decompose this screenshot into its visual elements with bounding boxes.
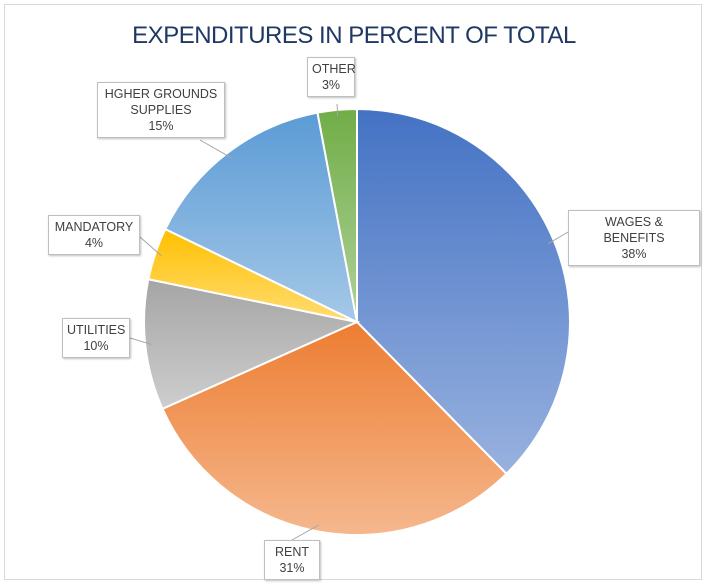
data-label: HGHER GROUNDS SUPPLIES 15% — [97, 82, 225, 138]
label-category: UTILITIES — [67, 323, 126, 337]
label-value: 15% — [148, 119, 174, 133]
label-category: OTHER — [312, 62, 356, 76]
leader-line — [547, 231, 569, 245]
data-label: UTILITIES 10% — [62, 318, 130, 358]
data-label: RENT 31% — [264, 540, 320, 580]
pie-slice — [356, 107, 571, 476]
chart-frame — [4, 4, 702, 580]
leader-line — [336, 103, 339, 117]
leader-line — [291, 524, 319, 541]
pie-slice — [161, 320, 508, 536]
chart-title: EXPENDITURES IN PERCENT OF TOTAL — [132, 22, 576, 49]
leader-line — [139, 236, 162, 257]
data-label: WAGES & BENEFITS 38% — [568, 210, 700, 266]
leader-line — [199, 139, 232, 159]
label-category: WAGES & BENEFITS — [603, 215, 665, 245]
label-value: 3% — [321, 78, 341, 92]
label-value: 38% — [621, 247, 647, 261]
label-category: HGHER GROUNDS SUPPLIES — [104, 87, 218, 117]
pie-slice — [163, 111, 359, 324]
label-value: 4% — [84, 236, 104, 250]
label-category: RENT — [274, 545, 310, 559]
data-label: MANDATORY 4% — [48, 215, 140, 255]
label-value: 10% — [83, 339, 109, 353]
label-value: 31% — [279, 561, 305, 575]
leader-line — [129, 337, 152, 345]
data-label: OTHER 3% — [307, 57, 356, 97]
label-category: MANDATORY — [54, 220, 134, 234]
